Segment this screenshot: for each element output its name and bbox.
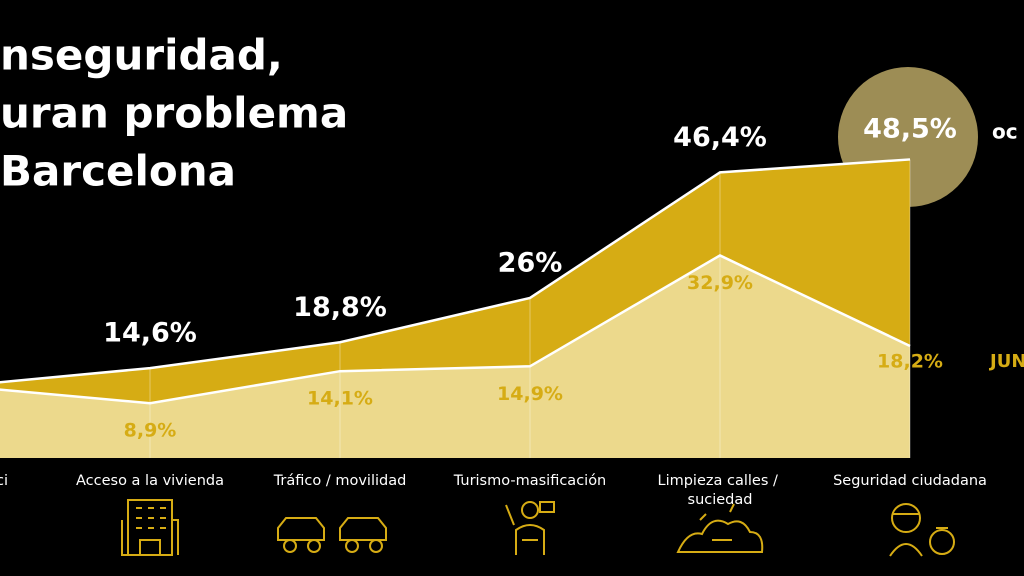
cars-icon bbox=[277, 517, 387, 553]
line bbox=[0, 158, 911, 384]
value-label: 18,2% bbox=[877, 350, 943, 372]
category-label: Seguridad ciudadana bbox=[833, 473, 987, 489]
value-label: 46,4% bbox=[673, 122, 767, 153]
tourist-icon bbox=[505, 501, 555, 555]
title-line: uran problema bbox=[0, 89, 348, 138]
value-label: 14,6% bbox=[103, 318, 197, 349]
legend-label: JUN bbox=[988, 351, 1024, 372]
area bbox=[0, 255, 910, 458]
legend-label: oc bbox=[992, 120, 1018, 144]
category-label: Acceso a la vivienda bbox=[76, 473, 224, 489]
line bbox=[0, 254, 911, 405]
title-line: nseguridad, bbox=[0, 31, 283, 80]
category-label: ci bbox=[0, 473, 8, 489]
value-label: 18,8% bbox=[293, 292, 387, 323]
plot bbox=[0, 158, 911, 458]
icons bbox=[121, 499, 955, 557]
building-icon bbox=[121, 499, 179, 556]
category-label: Limpieza calles / suciedad bbox=[658, 473, 783, 508]
value-label: 32,9% bbox=[687, 272, 753, 294]
value-label: 8,9% bbox=[124, 420, 177, 442]
title-line: Barcelona bbox=[0, 147, 236, 196]
value-label: 14,9% bbox=[497, 383, 563, 405]
category-label: Tráfico / movilidad bbox=[273, 473, 407, 489]
thief-icon bbox=[889, 503, 955, 557]
value-label: 26% bbox=[498, 247, 563, 278]
trash-icon bbox=[676, 503, 764, 553]
category-label: Turismo-masificación bbox=[453, 473, 607, 489]
value-label: 48,5% bbox=[863, 114, 957, 145]
value-label: 14,1% bbox=[307, 388, 373, 410]
